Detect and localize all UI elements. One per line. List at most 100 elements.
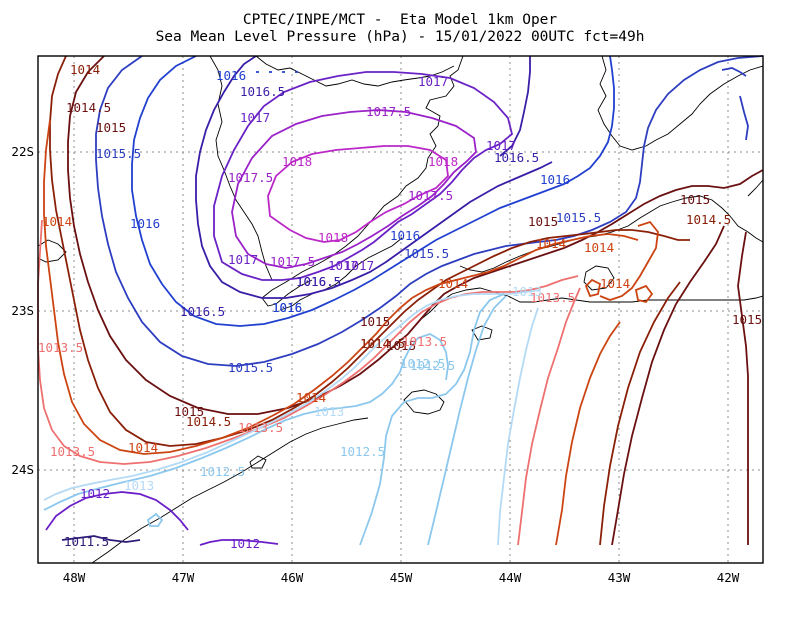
contour-1012-5-c bbox=[427, 295, 507, 546]
contour-label: 1016 bbox=[390, 228, 420, 243]
contour-1015-c bbox=[611, 225, 725, 546]
contour-1014-loop bbox=[584, 278, 654, 304]
contour-label: 1014.5 bbox=[686, 212, 731, 227]
contour-label: 1015 bbox=[528, 214, 558, 229]
contour-1012-5-loop bbox=[146, 512, 164, 527]
coast-east-2 bbox=[419, 287, 764, 321]
contour-label: 1017 bbox=[486, 138, 516, 153]
contour-label: 1014 bbox=[600, 276, 630, 291]
x-tick-47W: 47W bbox=[172, 570, 195, 585]
contour-label: 1016.5 bbox=[240, 84, 285, 99]
coast-southwest bbox=[91, 417, 369, 564]
contour-label: 1014.5 bbox=[186, 414, 231, 429]
contour-1012-5 bbox=[43, 333, 449, 511]
contour-label: 1012.5 bbox=[200, 464, 245, 479]
contour-label: 1013.5 bbox=[50, 444, 95, 459]
contour-1017 bbox=[213, 71, 514, 281]
y-tick-24S: 24S bbox=[11, 462, 34, 477]
contour-label: 1014 bbox=[296, 390, 326, 405]
contour-label: 1017.5 bbox=[366, 104, 411, 119]
contour-1017-5 bbox=[231, 109, 477, 269]
contour-label: 1013.5 bbox=[238, 420, 283, 435]
contour-label: 1012.5 bbox=[410, 358, 455, 373]
y-tick-23S: 23S bbox=[11, 303, 34, 318]
contour-label: 1015.5 bbox=[96, 146, 141, 161]
contour-label: 1014 bbox=[438, 276, 468, 291]
contour-1013 bbox=[43, 289, 541, 501]
contour-label: 1014 bbox=[42, 214, 72, 229]
coast-east bbox=[459, 195, 764, 273]
contour-label: 1013 bbox=[314, 404, 344, 419]
contour-1014-c bbox=[599, 220, 659, 301]
contour-labels: 1014 1014.5 1015 1015.5 1016 1016.5 1017… bbox=[38, 62, 762, 551]
contour-label: 1018 bbox=[318, 230, 348, 245]
contour-1015-b bbox=[737, 231, 749, 545]
contour-label: 1016 bbox=[272, 300, 302, 315]
contour-label: 1013.5 bbox=[530, 290, 575, 305]
contour-label: 1016 bbox=[130, 216, 160, 231]
contour-1013-5-b bbox=[517, 287, 581, 546]
contour-label: 1016.5 bbox=[296, 274, 341, 289]
contour-label: 1016.5 bbox=[494, 150, 539, 165]
coast-west bbox=[37, 239, 67, 263]
coast-bay bbox=[279, 237, 403, 311]
coast-northwest bbox=[209, 55, 273, 281]
contour-1011-5 bbox=[61, 535, 141, 543]
contour-label: 1015.5 bbox=[404, 246, 449, 261]
contour-label: 1016.5 bbox=[296, 274, 341, 289]
contour-1018 bbox=[267, 145, 449, 243]
contour-1014-5-b bbox=[599, 281, 681, 546]
contour-1013-b bbox=[497, 307, 539, 546]
contour-label: 1013 bbox=[124, 478, 154, 493]
contour-label: 1014.5 bbox=[66, 100, 111, 115]
contour-1016-5 bbox=[195, 55, 553, 299]
contour-1012 bbox=[45, 491, 189, 531]
chart-title-line-2: Sea Mean Level Pressure (hPa) - 15/01/20… bbox=[155, 29, 645, 45]
contour-label: 1015 bbox=[732, 312, 762, 327]
contour-label: 1016 bbox=[272, 300, 302, 315]
contour-label: 1014 bbox=[584, 240, 614, 255]
contour-label: 1014 bbox=[536, 236, 566, 251]
contour-label: 1014 bbox=[128, 440, 158, 455]
contour-label: 1015 bbox=[174, 404, 204, 419]
contour-label: 1015 bbox=[680, 192, 710, 207]
x-tick-42W: 42W bbox=[717, 570, 740, 585]
contour-label: 1015 bbox=[360, 314, 390, 329]
coast-far-east bbox=[747, 179, 764, 197]
island-1 bbox=[403, 389, 445, 415]
contour-label: 1011.5 bbox=[64, 534, 109, 549]
contour-label: 1014 bbox=[70, 62, 100, 77]
contour-label: 1017 bbox=[228, 252, 258, 267]
contour-1014-b bbox=[555, 321, 621, 546]
x-tick-44W: 44W bbox=[499, 570, 522, 585]
contour-label: 1017.5 bbox=[408, 188, 453, 203]
contour-label: 1018 bbox=[282, 154, 312, 169]
y-tick-labels: 22S 23S 24S bbox=[11, 144, 34, 477]
island-2 bbox=[471, 325, 493, 341]
contour-label: 1018 bbox=[428, 154, 458, 169]
x-tick-48W: 48W bbox=[63, 570, 86, 585]
contour-label: 1017 bbox=[328, 258, 358, 273]
contour-label: 1015.5 bbox=[228, 360, 273, 375]
contour-label: 1013 bbox=[512, 284, 542, 299]
chart-title-line-1: CPTEC/INPE/MCT - Eta Model 1km Oper bbox=[242, 12, 558, 28]
contour-1014-5 bbox=[49, 55, 690, 447]
contour-label: 1017.5 bbox=[270, 254, 315, 269]
gridlines bbox=[38, 56, 763, 563]
contour-label: 1017 bbox=[344, 258, 374, 273]
contour-1015-5-c bbox=[721, 67, 747, 77]
contour-1016 bbox=[131, 55, 615, 327]
contour-label: 1017 bbox=[418, 74, 448, 89]
contour-label: 1014.5 bbox=[360, 336, 405, 351]
contour-1012-b bbox=[199, 539, 279, 546]
contour-label: 1015 bbox=[386, 338, 416, 353]
contour-label: 1012.5 bbox=[400, 356, 445, 371]
contours bbox=[37, 55, 764, 546]
y-tick-22S: 22S bbox=[11, 144, 34, 159]
contour-label: 1012 bbox=[230, 536, 260, 551]
contour-label: 1016 bbox=[540, 172, 570, 187]
island-3 bbox=[583, 265, 615, 291]
coast-upper-east bbox=[597, 55, 764, 151]
map-frame bbox=[37, 55, 764, 564]
